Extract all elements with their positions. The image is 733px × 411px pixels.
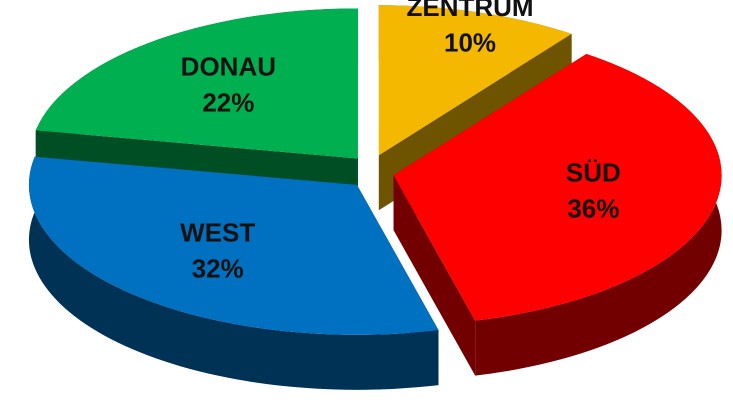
- slice: [28, 156, 439, 335]
- slice-side: [393, 175, 476, 376]
- slice: [35, 8, 358, 159]
- slice-value-label: 22%: [202, 88, 254, 118]
- slice-label: ZENTRUM: [406, 0, 533, 22]
- slice: [28, 156, 439, 390]
- slice: [378, 5, 572, 156]
- slice: [393, 53, 722, 376]
- slice-value-label: 10%: [444, 28, 496, 58]
- slice-label: WEST: [180, 217, 255, 247]
- slice: [393, 53, 722, 321]
- slice-side: [28, 156, 439, 390]
- slice-label: DONAU: [181, 52, 276, 82]
- slice-label: SÜD: [566, 158, 621, 188]
- slice-value-label: 36%: [567, 194, 619, 224]
- slice-value-label: 32%: [192, 253, 244, 283]
